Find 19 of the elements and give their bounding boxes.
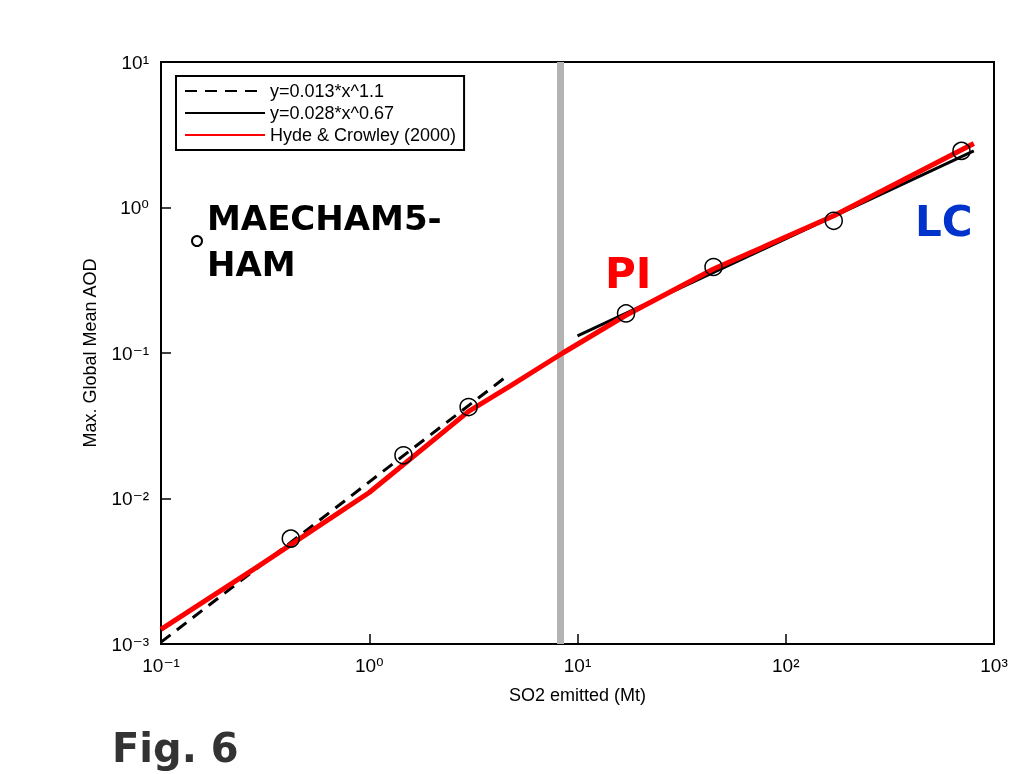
caption: Fig. 6 <box>112 725 239 771</box>
x-tick-label: 10¹ <box>563 655 592 676</box>
legend-label: MAECHAM5-HAM <box>207 198 442 284</box>
x-tick-label: 10² <box>772 655 800 676</box>
y-tick-label: 10⁻² <box>111 488 149 509</box>
x-tick-label: 10⁻¹ <box>142 655 180 676</box>
y-tick-label: 10⁻³ <box>111 633 149 655</box>
y-tick-label: 10¹ <box>121 51 149 73</box>
annotation: PI <box>605 248 652 298</box>
x-axis-title: SO2 emitted (Mt) <box>508 685 647 705</box>
y-tick-label: 10⁰ <box>120 197 149 218</box>
x-tick-label: 10⁰ <box>354 655 384 676</box>
legend-label: y=0.028*x^0.67 <box>270 103 395 123</box>
legend-label: Hyde & Crowley (2000) <box>270 125 457 145</box>
y-axis-title: Max. Global Mean AOD <box>80 258 100 448</box>
legend-label: y=0.013*x^1.1 <box>270 81 385 101</box>
annotation: LC <box>915 196 973 246</box>
x-tick-label: 10³ <box>980 655 1008 676</box>
y-tick-label: 10⁻¹ <box>111 342 149 364</box>
